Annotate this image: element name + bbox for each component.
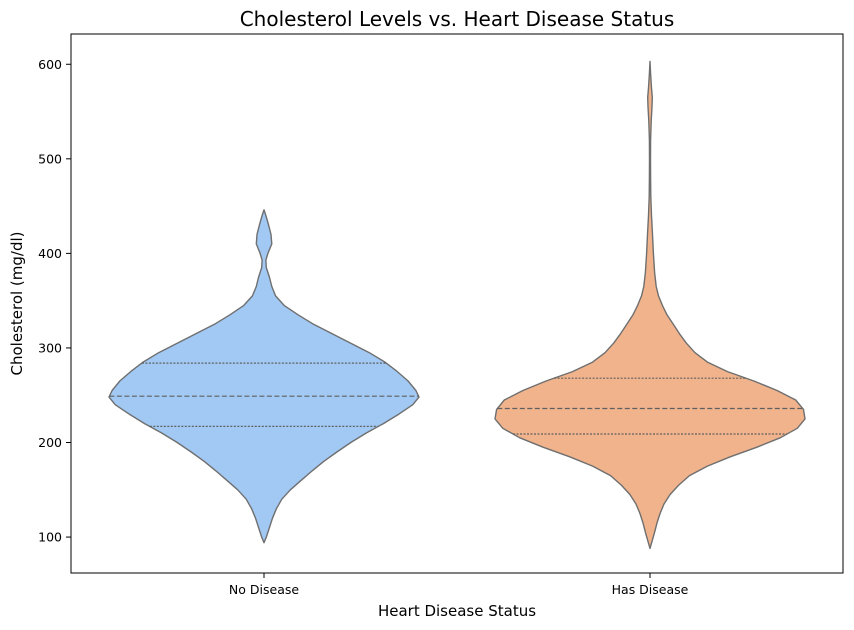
y-axis: 100 200 300 400 500 600 (38, 57, 71, 545)
y-tick-label: 600 (38, 57, 62, 72)
violin-body (494, 60, 806, 550)
y-tick-label: 100 (38, 530, 62, 545)
y-tick-label: 500 (38, 151, 62, 166)
violin-body (108, 209, 420, 544)
x-tick-label: Has Disease (612, 582, 689, 597)
chart-title: Cholesterol Levels vs. Heart Disease Sta… (240, 7, 675, 31)
y-tick-label: 300 (38, 340, 62, 355)
y-tick-label: 400 (38, 246, 62, 261)
y-axis-label: Cholesterol (mg/dl) (8, 231, 26, 375)
x-axis: No Disease Has Disease (229, 573, 689, 597)
violin-group (108, 60, 806, 550)
x-tick-label: No Disease (229, 582, 299, 597)
x-axis-label: Heart Disease Status (378, 602, 536, 620)
y-tick-label: 200 (38, 435, 62, 450)
plot-frame (70, 33, 844, 574)
